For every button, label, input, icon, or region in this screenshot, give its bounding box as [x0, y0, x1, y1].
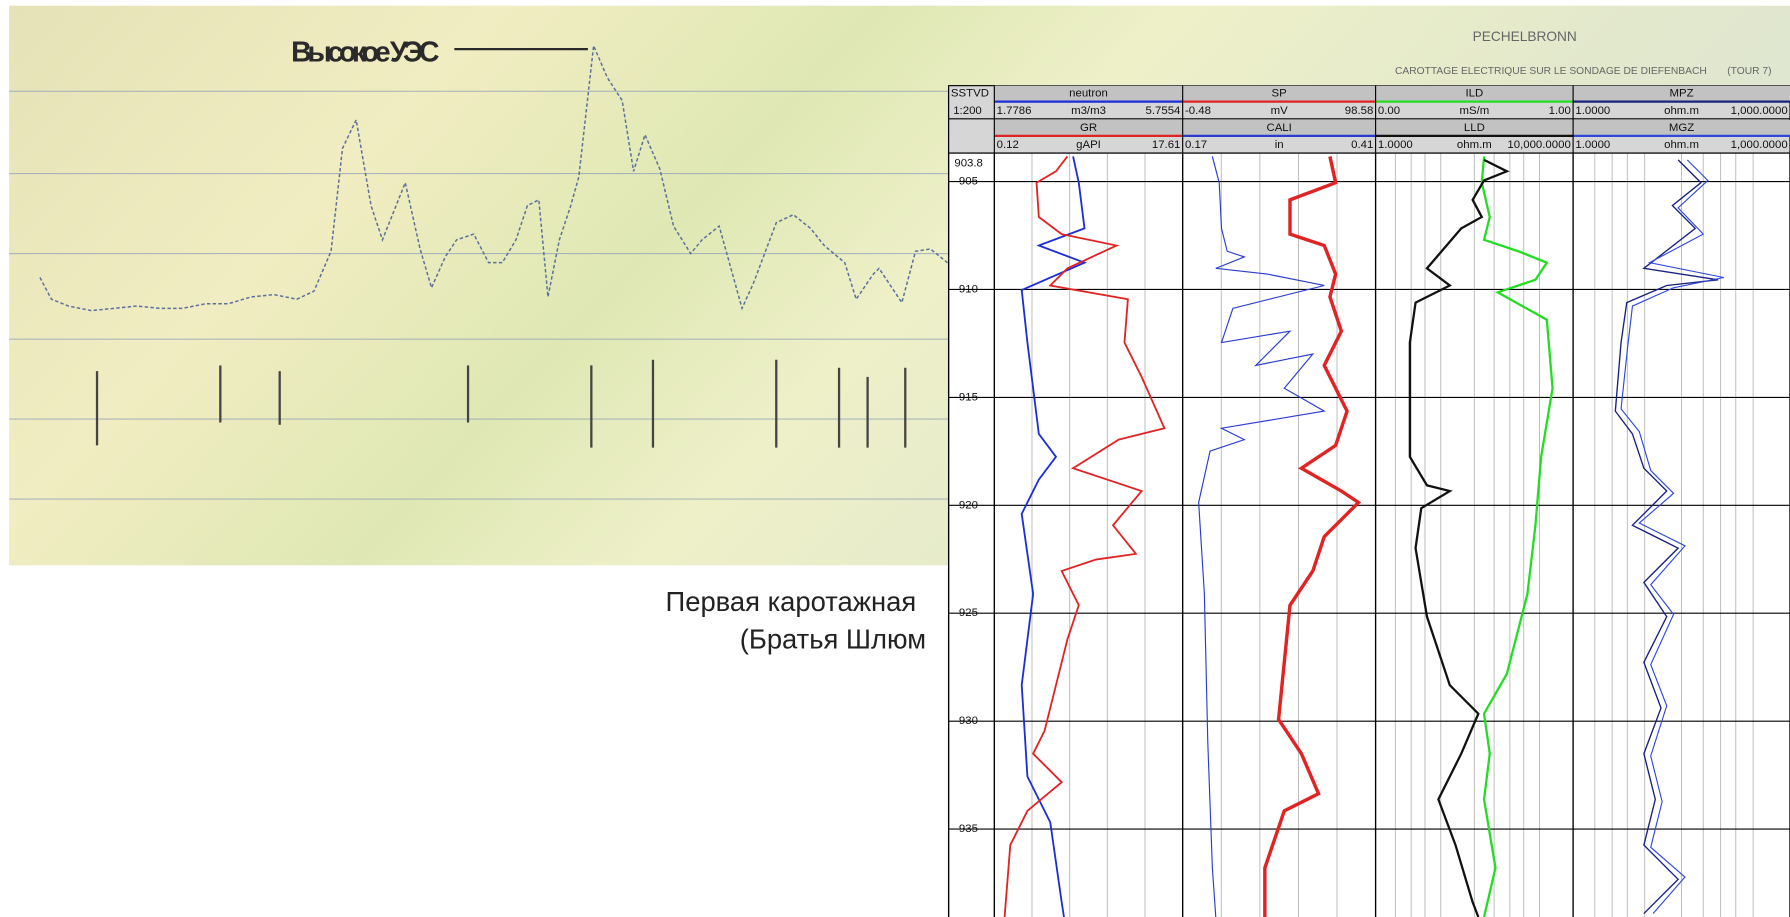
curve-min: 0.12 — [997, 139, 1019, 151]
curve-min: -0.48 — [1185, 105, 1211, 117]
caption-line: (Братья Шлюм — [740, 624, 926, 655]
body: Высокое УЭС PECHELBRONN CAROTTAGE ELECTR… — [0, 0, 1790, 917]
curve-unit: m3/m3 — [1071, 105, 1106, 117]
curve-min: 1.0000 — [1378, 139, 1413, 151]
curve-unit: ohm.m — [1664, 139, 1699, 151]
page: Slide {"slide": {"label": "Высокое УЭС",… — [0, 0, 1790, 917]
old-log-label: Высокое УЭС — [291, 37, 439, 69]
depth-label: 903.8 — [954, 157, 983, 169]
curve-unit: in — [1275, 139, 1284, 151]
log-header: SSTVD 1:200 neutron 1.7786 m3/m3 5.7554 GR 0.12… — [949, 86, 1790, 153]
caption-line: Первая каротажная — [666, 586, 917, 617]
curve-unit: mS/m — [1459, 105, 1489, 117]
stamp-tour: (TOUR 7) — [1727, 66, 1771, 77]
curve-max: 17.61 — [1152, 139, 1181, 151]
curve-min: 1.0000 — [1575, 139, 1610, 151]
depth-label: 920 — [959, 499, 978, 511]
curve-name: MPZ — [1670, 88, 1694, 100]
curve-name: neutron — [1069, 88, 1108, 100]
depth-label: 935 — [959, 823, 978, 835]
depth-label: 915 — [959, 391, 978, 403]
curve-max: 98.58 — [1345, 105, 1374, 117]
curve-name: LLD — [1464, 122, 1485, 134]
curve-max: 0.41 — [1351, 139, 1373, 151]
log-panel: 905 910 915 920 925 930 935 903.8 SSTVD 1:200 neu… — [949, 86, 1790, 917]
curve-name: CALI — [1266, 122, 1291, 134]
curve-unit: gAPI — [1076, 139, 1101, 151]
slide: Высокое УЭС PECHELBRONN CAROTTAGE ELECTR… — [0, 0, 1790, 917]
depth-label: 930 — [959, 715, 978, 727]
curve-name: GR — [1080, 122, 1097, 134]
stamp-place: PECHELBRONN — [1473, 29, 1577, 44]
depth-label: 905 — [959, 176, 978, 188]
curve-unit: ohm.m — [1664, 105, 1699, 117]
curve-max: 10,000.0000 — [1507, 139, 1570, 151]
curve-min: 1.7786 — [997, 105, 1032, 117]
depth-label: 925 — [959, 607, 978, 619]
curve-name: SP — [1272, 88, 1287, 100]
curve-min: 0.17 — [1185, 139, 1207, 151]
curve-max: 1,000.0000 — [1731, 105, 1788, 117]
curve-max: 1,000.0000 — [1731, 139, 1788, 151]
curve-max: 5.7554 — [1146, 105, 1182, 117]
curve-unit: ohm.m — [1457, 139, 1492, 151]
depth-header: SSTVD — [951, 88, 989, 100]
curve-unit: mV — [1271, 105, 1288, 117]
curve-max: 1.00 — [1549, 105, 1571, 117]
stamp-line: CAROTTAGE ELECTRIQUE SUR LE SONDAGE DE D… — [1395, 66, 1707, 77]
curve-min: 0.00 — [1378, 105, 1400, 117]
depth-header: 1:200 — [953, 105, 982, 117]
depth-label: 910 — [959, 284, 978, 296]
curve-min: 1.0000 — [1575, 105, 1610, 117]
curve-name: ILD — [1465, 88, 1483, 100]
curve-name: MGZ — [1669, 122, 1694, 134]
